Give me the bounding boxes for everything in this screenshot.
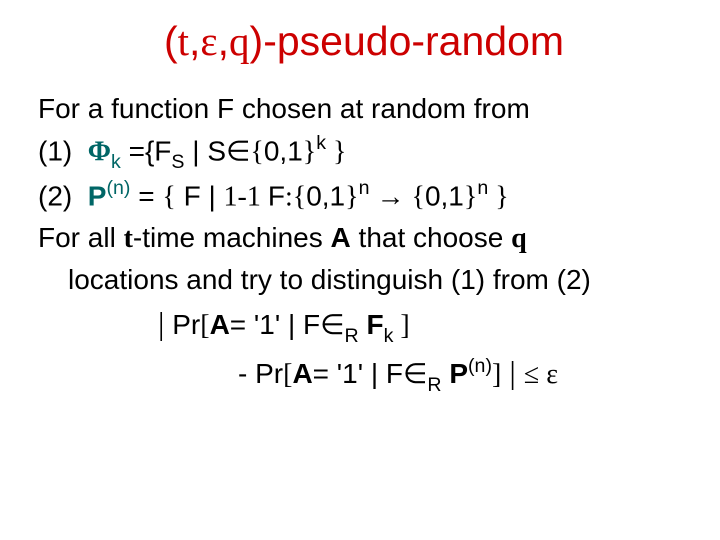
title-t: t (178, 18, 189, 64)
l3-eq: = (130, 180, 162, 211)
l6-A: A (210, 309, 230, 340)
l2-supk: k (316, 132, 326, 154)
line-2: (1) Φk ={FS | S∈{0,1}k } (38, 130, 690, 175)
l7-supn: (n) (468, 355, 492, 377)
l4c: that choose (351, 222, 511, 253)
l3-lb3: { (412, 181, 425, 212)
l2-tail: } (326, 136, 346, 167)
l2-zo: 0,1 (264, 135, 303, 166)
line-7: - Pr[A= '1' | F∈R P(n)] | ≤ ε (38, 349, 690, 398)
l3-supn2: n (359, 177, 370, 199)
line-1: For a function F chosen at random from (38, 89, 690, 130)
l4-A: A (331, 222, 351, 253)
l7-A: A (292, 358, 312, 389)
line-6: | Pr[A= '1' | F∈R Fk ] (38, 300, 690, 349)
l4b: -time machines (133, 222, 331, 253)
l3-mid1: F | (176, 180, 224, 211)
l7-dash: - Pr (238, 358, 283, 389)
title-tail: -pseudo-random (263, 18, 564, 64)
l6-Fk-F: F (359, 309, 384, 340)
title-eps: ε (200, 18, 217, 64)
l7-le: ≤ (524, 359, 539, 390)
title-close: ) (250, 18, 264, 64)
l3-zo2: 0,1 (425, 180, 464, 211)
l6-rbr: ] (393, 310, 409, 341)
l3-F2: F (268, 180, 285, 211)
l7-eq1: = '1' | F (313, 358, 403, 389)
l3-11: 1-1 (224, 181, 268, 212)
l6-R: R (345, 325, 359, 347)
l2-bar: | S (184, 135, 226, 166)
l4a: For all (38, 222, 124, 253)
l2-in: ∈ (226, 136, 250, 167)
l7-bigbar: | (501, 354, 524, 390)
line-3: (2) P(n) = { F | 1-1 F:{0,1}n → {0,1}n } (38, 175, 690, 218)
l2-rb: } (303, 136, 316, 167)
l3-rb2: } (345, 181, 358, 212)
l2-sub-s: S (171, 151, 184, 173)
l7-eps: ε (539, 359, 558, 390)
l6-lbr: [ (200, 310, 209, 341)
l4-q: q (511, 223, 527, 254)
slide-body: For a function F chosen at random from (… (38, 89, 690, 398)
slide: (t,ε,q)-pseudo-random For a function F c… (0, 0, 720, 540)
l3-lb1: { (162, 181, 175, 212)
title-c2: , (218, 18, 229, 64)
line-5: locations and try to distinguish (1) fro… (38, 260, 690, 301)
l2-num: (1) (38, 135, 72, 166)
title-q: q (229, 18, 250, 64)
l7-R: R (427, 374, 441, 396)
l6-eq1: = '1' | F (230, 309, 320, 340)
l6-in: ∈ (320, 310, 344, 341)
l3-P: P (88, 180, 107, 211)
l7-P: P (442, 358, 468, 389)
l3-lb2: { (293, 181, 306, 212)
l4-t: t (124, 223, 133, 254)
l2-eq: ={F (121, 135, 172, 166)
l6-Fk-k: k (384, 325, 394, 347)
title-c1: , (189, 18, 200, 64)
l7-rbr: ] (492, 359, 501, 390)
l3-colon: : (285, 181, 293, 212)
l3-rb1: } (488, 181, 508, 212)
l3-num: (2) (38, 180, 72, 211)
l3-supn3: n (477, 177, 488, 199)
l3-supn: (n) (106, 177, 130, 199)
l3-zo1: 0,1 (306, 180, 345, 211)
l6-pr: Pr (164, 309, 200, 340)
slide-title: (t,ε,q)-pseudo-random (38, 18, 690, 65)
l2-lb: { (250, 136, 263, 167)
l3-arrow: → (370, 181, 412, 212)
phi-sub-k: k (111, 151, 121, 173)
title-open: ( (164, 18, 178, 64)
line-4: For all t-time machines A that choose q (38, 218, 690, 260)
phi-symbol: Φ (88, 136, 111, 167)
l7-in: ∈ (403, 359, 427, 390)
l3-rb3: } (464, 181, 477, 212)
